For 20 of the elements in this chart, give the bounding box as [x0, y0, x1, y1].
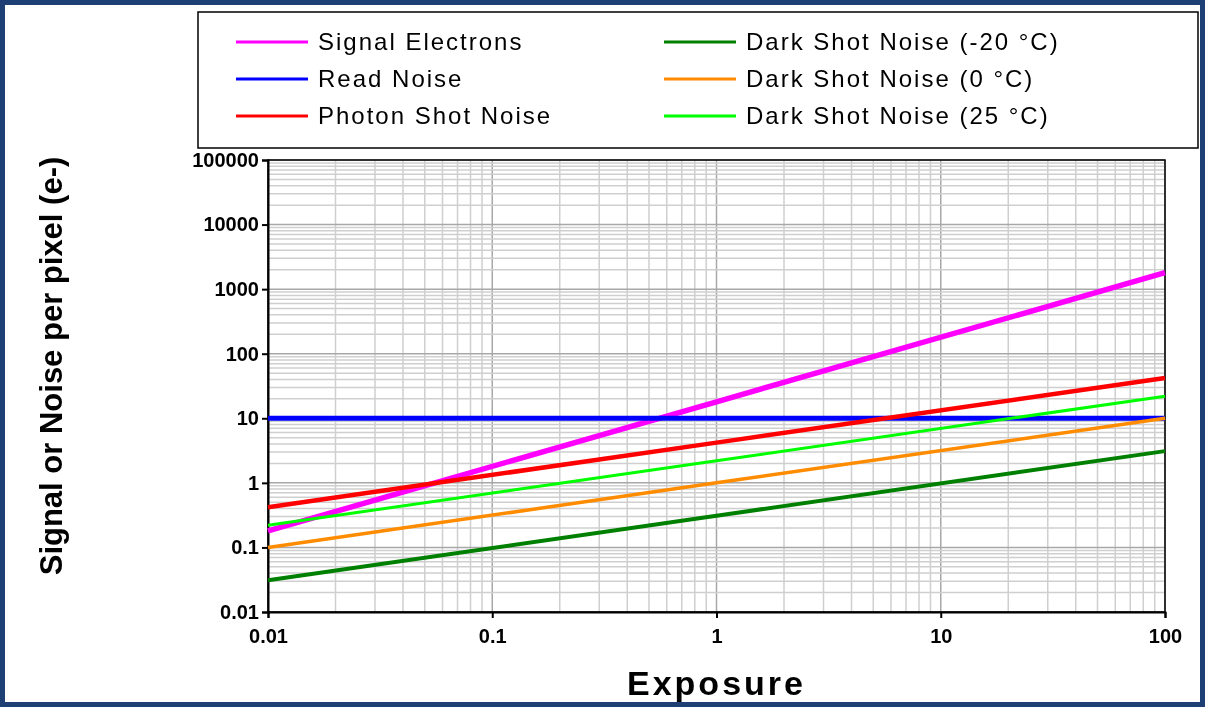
y-tick-label: 10 — [236, 407, 259, 430]
y-axis-title: Signal or Noise per pixel (e-) — [34, 156, 69, 576]
legend-label: Photon Shot Noise — [318, 102, 553, 129]
y-tick-label: 100000 — [192, 148, 259, 171]
legend-label: Dark Shot Noise (-20 °C) — [746, 28, 1060, 55]
x-tick-label: 10 — [930, 625, 953, 647]
y-tick-label: 10000 — [203, 213, 259, 236]
legend-label: Read Noise — [318, 65, 464, 92]
x-tick-label: 0.1 — [478, 625, 507, 647]
legend-label: Signal Electrons — [318, 28, 524, 55]
y-tick-label: 0.1 — [231, 536, 259, 559]
legend-label: Dark Shot Noise (0 °C) — [746, 65, 1035, 92]
y-tick-label: 0.01 — [220, 600, 259, 623]
y-tick-label: 100 — [225, 342, 259, 365]
y-tick-label: 1 — [247, 471, 259, 494]
y-tick-label: 1000 — [214, 278, 259, 301]
x-axis-title: Exposure — [627, 664, 806, 702]
legend-label: Dark Shot Noise (25 °C) — [746, 102, 1050, 129]
x-tick-label: 100 — [1148, 625, 1183, 647]
x-tick-label: 1 — [711, 625, 723, 647]
